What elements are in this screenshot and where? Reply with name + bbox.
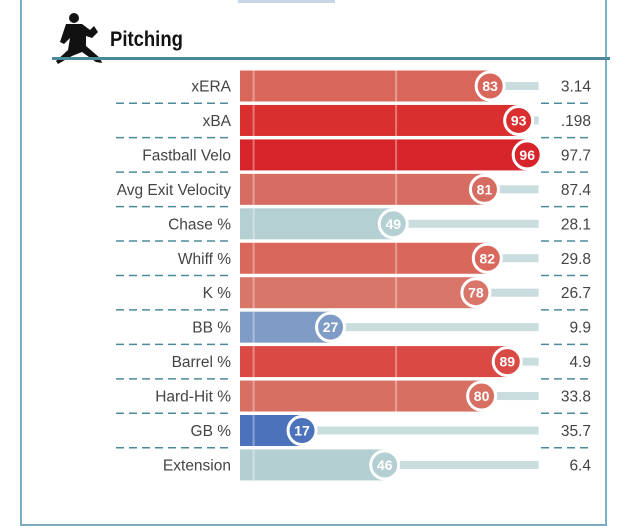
percentile-circle (460, 277, 492, 309)
percentile-track (507, 357, 539, 366)
metric-value: 35.7 (561, 423, 591, 440)
metric-value: 3.14 (561, 79, 592, 96)
percentile-track (484, 185, 539, 194)
percentile-label: 80 (474, 388, 490, 404)
percentile-circle (511, 139, 543, 171)
percentile-circle (468, 173, 500, 205)
percentile-bar (240, 208, 394, 240)
previous-section-bar (238, 0, 335, 3)
percentile-bar (240, 104, 519, 136)
metric-label: BB % (192, 320, 231, 337)
metric-value: .198 (561, 113, 591, 130)
metric-label: xBA (203, 113, 232, 130)
percentile-circle (369, 449, 401, 481)
metric-value: 33.8 (561, 389, 591, 406)
percentile-track (475, 288, 539, 297)
metric-value: 6.4 (569, 457, 591, 474)
percentile-circle (315, 311, 347, 343)
percentile-track (330, 323, 539, 332)
metric-value: 26.7 (561, 285, 591, 302)
percentile-bar (240, 346, 508, 378)
metric-value: 97.7 (561, 147, 591, 164)
percentile-circle (286, 415, 318, 446)
metric-label: Fastball Velo (142, 147, 231, 164)
percentile-bar (240, 380, 482, 412)
percentile-track (490, 82, 539, 90)
percentile-label: 93 (511, 112, 527, 128)
percentile-circle (474, 70, 506, 102)
percentile-label: 83 (482, 78, 498, 94)
percentile-label: 27 (323, 319, 339, 335)
percentile-track (393, 219, 539, 228)
metric-label: Avg Exit Velocity (117, 182, 232, 199)
metric-label: Chase % (168, 216, 231, 233)
percentile-bar (240, 139, 528, 171)
percentile-label: 81 (477, 181, 493, 197)
percentile-bar (240, 173, 485, 205)
metric-value: 4.9 (569, 354, 591, 371)
metric-label: Hard-Hit % (155, 389, 231, 406)
metric-label: xERA (191, 79, 231, 96)
percentile-label: 78 (468, 285, 484, 301)
percentile-track (384, 460, 539, 469)
percentile-label: 17 (294, 423, 310, 439)
metric-label: Extension (163, 457, 231, 474)
percentile-label: 82 (480, 250, 496, 266)
percentile-circle (503, 104, 535, 136)
percentile-track (302, 426, 539, 435)
section-title: Pitching (110, 28, 183, 51)
percentile-bar (240, 449, 385, 481)
metric-label: K % (203, 285, 232, 302)
percentile-circle (491, 346, 523, 378)
section-divider (52, 57, 610, 60)
percentile-circle (377, 208, 409, 240)
percentile-track (487, 254, 539, 263)
metric-label: Barrel % (172, 354, 232, 371)
metric-value: 29.8 (561, 251, 591, 268)
percentile-chart: 83 xERA 3.14 93 xBA .198 96 Fastball Velo 97.7 81… (116, 70, 592, 481)
percentile-bar (240, 70, 491, 102)
metric-value: 87.4 (561, 182, 592, 199)
percentile-bar (240, 242, 488, 274)
pitcher-icon (56, 13, 102, 64)
metric-label: GB % (191, 423, 232, 440)
percentile-label: 46 (377, 457, 393, 473)
metric-value: 9.9 (569, 320, 591, 337)
metric-label: Whiff % (178, 251, 231, 268)
percentile-circle (466, 380, 498, 412)
percentile-label: 96 (519, 147, 535, 163)
metric-value: 28.1 (561, 216, 591, 233)
percentile-circle (471, 242, 503, 274)
percentile-label: 89 (499, 354, 515, 370)
percentile-bar (240, 277, 476, 309)
percentile-track (481, 392, 539, 401)
percentile-label: 49 (385, 216, 401, 232)
